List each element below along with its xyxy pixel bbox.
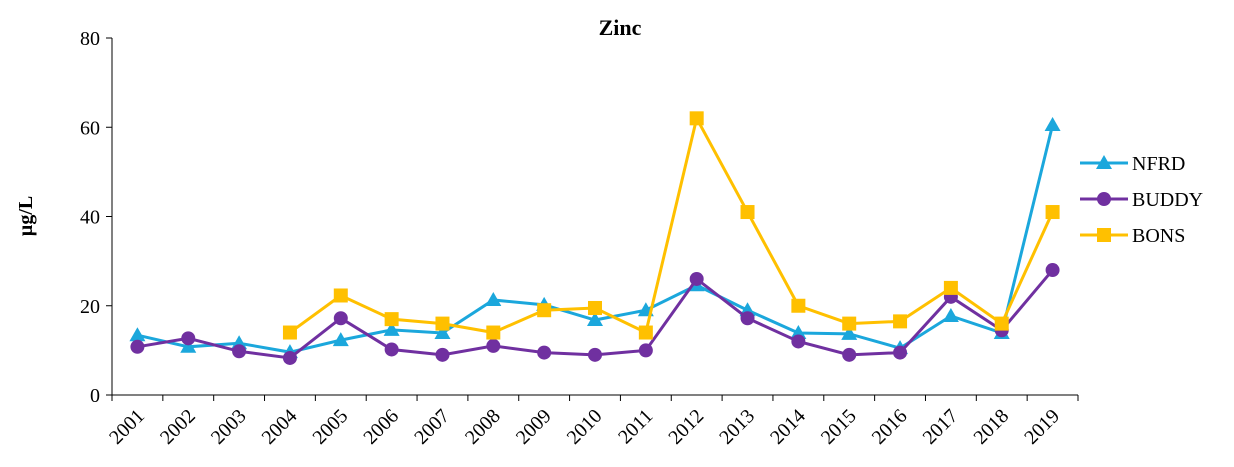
data-point (129, 327, 146, 342)
data-point (994, 316, 1009, 331)
data-point (740, 205, 755, 220)
x-tick-label: 2006 (359, 405, 403, 449)
data-point (588, 300, 602, 315)
data-point (130, 339, 145, 354)
x-tick-label: 2014 (766, 405, 810, 449)
data-point (740, 311, 755, 326)
x-tick-label: 2013 (715, 405, 759, 449)
legend-marker (1096, 155, 1112, 169)
data-point (435, 316, 450, 331)
x-tick-label: 2003 (207, 405, 251, 449)
data-point (791, 334, 806, 349)
y-axis-label: µg/L (15, 196, 37, 236)
data-point (282, 325, 297, 340)
data-point (282, 350, 297, 365)
y-tick-label: 40 (80, 207, 100, 229)
data-point (180, 338, 197, 353)
data-point (587, 312, 603, 327)
x-tick-label: 2017 (919, 405, 963, 449)
data-point (181, 331, 196, 346)
legend-marker (1097, 228, 1111, 242)
legend-label: NFRD (1132, 153, 1185, 175)
x-tick-label: 2018 (969, 405, 1013, 449)
y-tick-label: 60 (80, 117, 100, 139)
legend-label: BUDDY (1132, 189, 1203, 211)
legend-label: BONS (1132, 225, 1185, 247)
data-point (434, 324, 451, 339)
data-point (537, 303, 552, 318)
chart-title: Zinc (599, 15, 642, 40)
data-point (943, 280, 958, 295)
data-point (1045, 205, 1060, 220)
data-point (435, 347, 450, 362)
data-point (791, 298, 806, 313)
x-tick-label: 2015 (817, 405, 861, 449)
x-tick-label: 2019 (1020, 405, 1064, 449)
data-point (333, 311, 348, 326)
data-point (1044, 117, 1061, 132)
x-tick-label: 2009 (512, 405, 556, 449)
y-tick-label: 0 (90, 385, 100, 407)
data-point (384, 312, 399, 327)
y-tick-label: 80 (80, 28, 100, 50)
x-tick-label: 2016 (868, 405, 912, 449)
data-point (841, 325, 858, 340)
legend-marker (1097, 192, 1111, 206)
data-point (1045, 263, 1060, 278)
x-tick-label: 2010 (563, 405, 607, 449)
data-point (486, 338, 501, 353)
x-tick-label: 2012 (664, 405, 708, 449)
data-point (942, 308, 959, 323)
x-tick-label: 2001 (105, 405, 149, 449)
data-point (232, 344, 247, 359)
data-point (588, 347, 602, 362)
data-point (384, 342, 399, 357)
data-point (332, 332, 349, 347)
data-point (790, 324, 807, 339)
x-tick-label: 2002 (156, 405, 200, 449)
x-tick-label: 2005 (308, 405, 352, 449)
data-point (893, 314, 908, 329)
x-tick-label: 2007 (410, 405, 454, 449)
x-tick-label: 2008 (461, 405, 505, 449)
data-point (485, 291, 502, 306)
series-line (289, 114, 1054, 335)
data-point (638, 343, 653, 358)
data-point (638, 325, 653, 340)
data-point (689, 271, 704, 286)
data-point (842, 347, 857, 362)
y-tick-label: 20 (80, 296, 100, 318)
x-tick-label: 2011 (614, 405, 657, 448)
data-point (842, 316, 857, 331)
data-point (486, 325, 501, 340)
data-point (893, 345, 908, 360)
data-point (383, 321, 400, 336)
data-point (689, 111, 704, 126)
x-tick-label: 2004 (258, 405, 302, 449)
data-point (537, 345, 552, 360)
data-point (333, 288, 348, 303)
